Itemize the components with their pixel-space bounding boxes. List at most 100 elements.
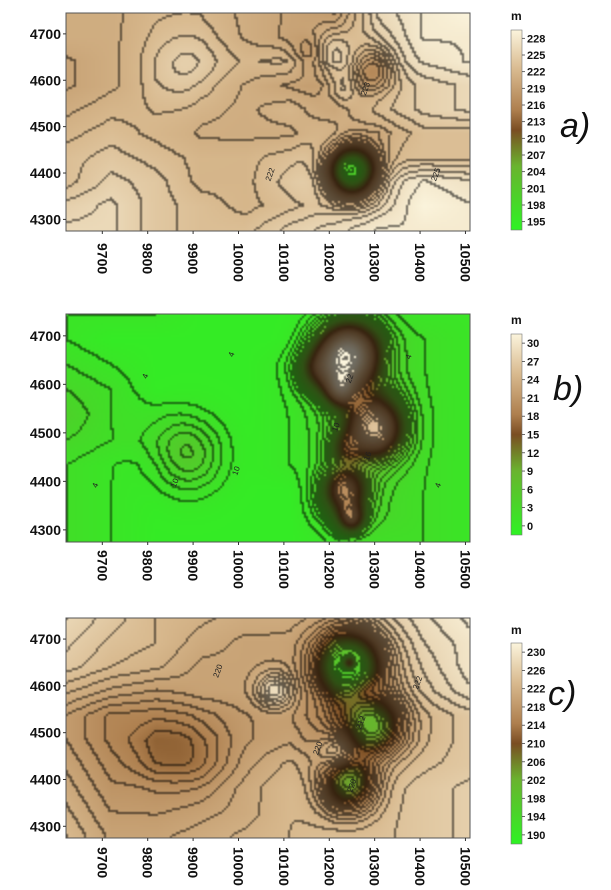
x-tick-label-a-4: 10100	[276, 243, 292, 282]
x-tick-label-a-6: 10300	[367, 243, 383, 282]
colorbar-tick-label-c-3: 218	[527, 702, 545, 714]
panel-c: 220 220 220 222 212 4700 4600 4500 4400 4300 970…	[30, 617, 576, 886]
y-tick-label-c-1: 4600	[30, 678, 61, 694]
contour-label-b-6: 10	[330, 421, 342, 433]
y-tick-label-b-1: 4600	[30, 376, 61, 392]
colorbar-tick-label-c-4: 214	[527, 720, 546, 732]
contour-label-b-0: 4	[140, 372, 150, 380]
colorbar-unit-b: m	[511, 313, 522, 327]
contour-label-a-0: 222	[264, 166, 277, 182]
colorbar-tick-label-b-6: 12	[527, 448, 539, 460]
colorbar-tick-label-a-5: 213	[527, 117, 545, 129]
map-c	[66, 618, 470, 838]
y-tick-label-c-3: 4400	[30, 771, 61, 787]
x-tick-label-b-1: 9800	[140, 550, 156, 581]
contour-label-b-7: 16	[362, 450, 374, 462]
panel-label-b: b)	[553, 370, 583, 408]
colorbar-tick-label-a-10: 198	[527, 200, 545, 212]
colorbar-tick-label-c-2: 222	[527, 684, 545, 696]
x-tick-label-c-1: 9800	[140, 847, 156, 878]
panel-label-c: c)	[548, 675, 576, 713]
colorbar-tick-label-b-4: 18	[527, 411, 539, 423]
contour-label-b-4: 10	[169, 477, 181, 489]
x-tick-label-b-8: 10500	[457, 550, 473, 589]
colorbar-tick-label-b-3: 21	[527, 393, 539, 405]
colorbar-tick-label-c-5: 210	[527, 739, 545, 751]
colorbar-tick-label-b-8: 6	[527, 484, 533, 496]
map-b	[66, 314, 470, 542]
colorbar-b-bar	[510, 333, 523, 536]
panel-label-a: a)	[560, 107, 590, 145]
y-tick-label-a-0: 4700	[30, 26, 61, 42]
colorbar-tick-label-b-10: 0	[527, 521, 533, 533]
colorbar-tick-label-a-6: 210	[527, 133, 545, 145]
x-axis-a: 9700 9800 9900 10000 10100 10200 10300 10400 105…	[94, 231, 473, 282]
x-axis-b: 9700 9800 9900 10000 10100 10200 10300 10400 105…	[94, 542, 473, 589]
colorbar-a: m 228 225 222 219 216 213 210 207 204 201 198 195	[510, 9, 546, 231]
colorbar-tick-label-a-3: 219	[527, 83, 545, 95]
x-tick-label-c-2: 9900	[185, 847, 201, 878]
contour-label-b-9: 4	[433, 481, 443, 489]
contour-label-a-2: 225	[429, 166, 442, 182]
colorbar-tick-label-c-7: 202	[527, 775, 545, 787]
y-axis-a: 4700 4600 4500 4400 4300	[30, 26, 66, 227]
y-tick-label-c-2: 4500	[30, 725, 61, 741]
colorbar-tick-label-a-8: 204	[527, 167, 546, 179]
colorbar-tick-label-b-7: 9	[527, 466, 533, 478]
colorbar-tick-label-c-6: 206	[527, 757, 545, 769]
x-tick-label-c-5: 10200	[321, 847, 337, 886]
x-axis-c: 9700 9800 9900 10000 10100 10200 10300 10400 105…	[94, 838, 473, 886]
y-tick-label-b-0: 4700	[30, 328, 61, 344]
y-tick-label-b-4: 4300	[30, 522, 61, 538]
x-tick-label-b-5: 10200	[321, 550, 337, 589]
colorbar-tick-label-a-1: 225	[527, 50, 545, 62]
y-tick-label-b-2: 4500	[30, 425, 61, 441]
colorbar-tick-label-b-5: 15	[527, 430, 539, 442]
colorbar-tick-label-b-9: 3	[527, 503, 533, 515]
contour-label-b-5: 10	[230, 465, 242, 477]
x-tick-label-a-1: 9800	[140, 243, 156, 274]
colorbar-tick-label-c-1: 226	[527, 665, 545, 677]
map-a-frame	[65, 12, 471, 232]
colorbar-tick-label-c-0: 230	[527, 647, 545, 659]
x-tick-label-c-3: 10000	[230, 847, 246, 886]
colorbar-tick-label-b-1: 27	[527, 356, 539, 368]
x-tick-label-b-4: 10100	[276, 550, 292, 589]
x-tick-label-a-8: 10500	[457, 243, 473, 282]
map-b-frame	[65, 313, 471, 543]
x-tick-label-a-7: 10400	[412, 243, 428, 282]
y-tick-label-a-1: 4600	[30, 72, 61, 88]
contour-label-c-2: 220	[345, 777, 358, 793]
x-tick-label-a-0: 9700	[94, 243, 110, 274]
y-axis-b: 4700 4600 4500 4400 4300	[30, 328, 66, 538]
colorbar-unit-c: m	[511, 623, 522, 637]
x-tick-label-a-5: 10200	[321, 243, 337, 282]
colorbar-c-bar	[510, 642, 523, 845]
map-a	[66, 13, 470, 231]
colorbar-tick-label-c-10: 190	[527, 830, 545, 842]
y-tick-label-a-2: 4500	[30, 119, 61, 135]
y-tick-label-c-0: 4700	[30, 631, 61, 647]
x-tick-label-c-8: 10500	[457, 847, 473, 886]
colorbar-tick-label-c-9: 194	[527, 812, 546, 824]
y-tick-label-b-3: 4400	[30, 473, 61, 489]
x-tick-label-a-2: 9900	[185, 243, 201, 274]
x-tick-label-b-2: 9900	[185, 550, 201, 581]
y-tick-label-a-4: 4300	[30, 211, 61, 227]
contour-label-c-4: 212	[354, 714, 367, 730]
contour-label-b-2: 4	[404, 353, 414, 361]
x-tick-label-a-3: 10000	[230, 243, 246, 282]
colorbar-a-bar	[510, 29, 523, 231]
contour-label-c-3: 222	[411, 674, 424, 690]
x-tick-label-b-3: 10000	[230, 550, 246, 589]
colorbar-tick-label-b-0: 30	[527, 338, 539, 350]
contour-label-b-8: 22	[344, 372, 356, 384]
colorbar-tick-label-a-2: 222	[527, 67, 545, 79]
colorbar-tick-label-a-0: 228	[527, 33, 545, 45]
x-tick-label-c-6: 10300	[367, 847, 383, 886]
x-tick-label-b-7: 10400	[412, 550, 428, 589]
panel-b: 4 4 4 4 10 10 10 16 22 4 4700 4600 4500 4400 4300 970…	[30, 313, 583, 589]
